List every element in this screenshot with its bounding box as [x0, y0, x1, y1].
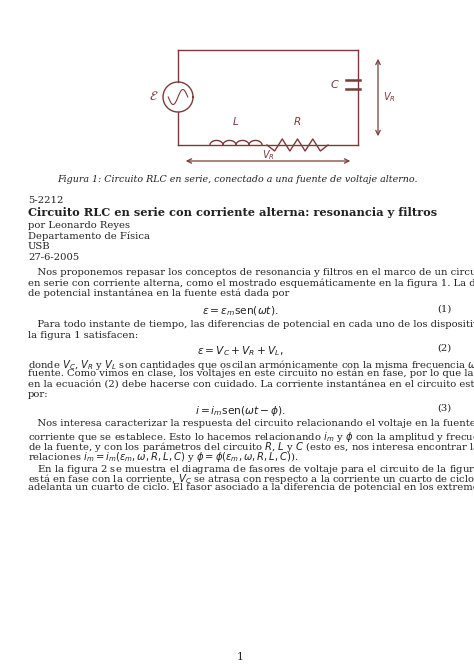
Text: $\mathcal{E}$: $\mathcal{E}$ [149, 90, 159, 103]
Text: $\epsilon = \epsilon_m\mathrm{sen}(\omega t).$: $\epsilon = \epsilon_m\mathrm{sen}(\omeg… [202, 304, 278, 318]
Text: Nos proponemos repasar los conceptos de resonancia y filtros en el marco de un c: Nos proponemos repasar los conceptos de … [28, 268, 474, 277]
Text: C: C [330, 80, 338, 90]
Text: $i = i_m\mathrm{sen}(\omega t - \phi).$: $i = i_m\mathrm{sen}(\omega t - \phi).$ [194, 403, 285, 417]
Text: donde $V_C$, $V_R$ y $V_L$ son cantidades que oscilan armónicamente con la misma: donde $V_C$, $V_R$ y $V_L$ son cantidade… [28, 358, 474, 373]
Text: $\epsilon = V_C + V_R + V_L,$: $\epsilon = V_C + V_R + V_L,$ [197, 344, 283, 358]
Text: En la figura 2 se muestra el diagrama de fasores de voltaje para el circuito de : En la figura 2 se muestra el diagrama de… [28, 462, 474, 476]
Text: 1: 1 [237, 652, 244, 662]
Text: Circuito RLC en serie con corriente alterna: resonancia y filtros: Circuito RLC en serie con corriente alte… [28, 208, 437, 218]
Text: fuente. Como vimos en clase, los voltajes en este circuito no están en fase, por: fuente. Como vimos en clase, los voltaje… [28, 369, 474, 379]
Text: de la fuente, y con los parámetros del circuito $R$, $L$ y $C$ (esto es, nos int: de la fuente, y con los parámetros del c… [28, 440, 474, 454]
Text: (1): (1) [438, 304, 452, 314]
Text: por Leonardo Reyes: por Leonardo Reyes [28, 221, 130, 230]
Text: relaciones $i_m = i_m(\epsilon_m, \omega, R, L, C)$ y $\phi = \phi(\epsilon_m, \: relaciones $i_m = i_m(\epsilon_m, \omega… [28, 450, 299, 464]
Text: está en fase con la corriente, $V_C$ se atrasa con respecto a la corriente un cu: está en fase con la corriente, $V_C$ se … [28, 472, 474, 486]
Text: por:: por: [28, 390, 49, 399]
Text: corriente que se establece. Esto lo hacemos relacionando $i_m$ y $\phi$ con la a: corriente que se establece. Esto lo hace… [28, 429, 474, 444]
Text: Figura 1: Circuito RLC en serie, conectado a una fuente de voltaje alterno.: Figura 1: Circuito RLC en serie, conecta… [57, 175, 417, 184]
Text: la figura 1 satisfacen:: la figura 1 satisfacen: [28, 330, 138, 340]
Text: en la ecuación (2) debe hacerse con cuidado. La corriente instantánea en el circ: en la ecuación (2) debe hacerse con cuid… [28, 379, 474, 389]
Text: adelanta un cuarto de ciclo. El fasor asociado a la diferencia de potencial en l: adelanta un cuarto de ciclo. El fasor as… [28, 483, 474, 492]
Text: Para todo instante de tiempo, las diferencias de potencial en cada uno de los di: Para todo instante de tiempo, las difere… [28, 320, 474, 329]
Text: Departamento de Física: Departamento de Física [28, 232, 150, 241]
Text: L: L [233, 117, 239, 127]
Text: $V_R$: $V_R$ [262, 148, 274, 162]
Text: USB: USB [28, 242, 51, 251]
Text: 27-6-2005: 27-6-2005 [28, 253, 79, 261]
Text: Nos interesa caracterizar la respuesta del circuito relacionando el voltaje en l: Nos interesa caracterizar la respuesta d… [28, 419, 474, 428]
Text: (2): (2) [438, 344, 452, 353]
Text: de potencial instantánea en la fuente está dada por: de potencial instantánea en la fuente es… [28, 289, 289, 299]
Text: (3): (3) [438, 403, 452, 413]
Text: $V_R$: $V_R$ [383, 90, 396, 105]
Text: en serie con corriente alterna, como el mostrado esquemáticamente en la figura 1: en serie con corriente alterna, como el … [28, 279, 474, 288]
Text: R: R [294, 117, 301, 127]
Text: 5-2212: 5-2212 [28, 196, 64, 205]
